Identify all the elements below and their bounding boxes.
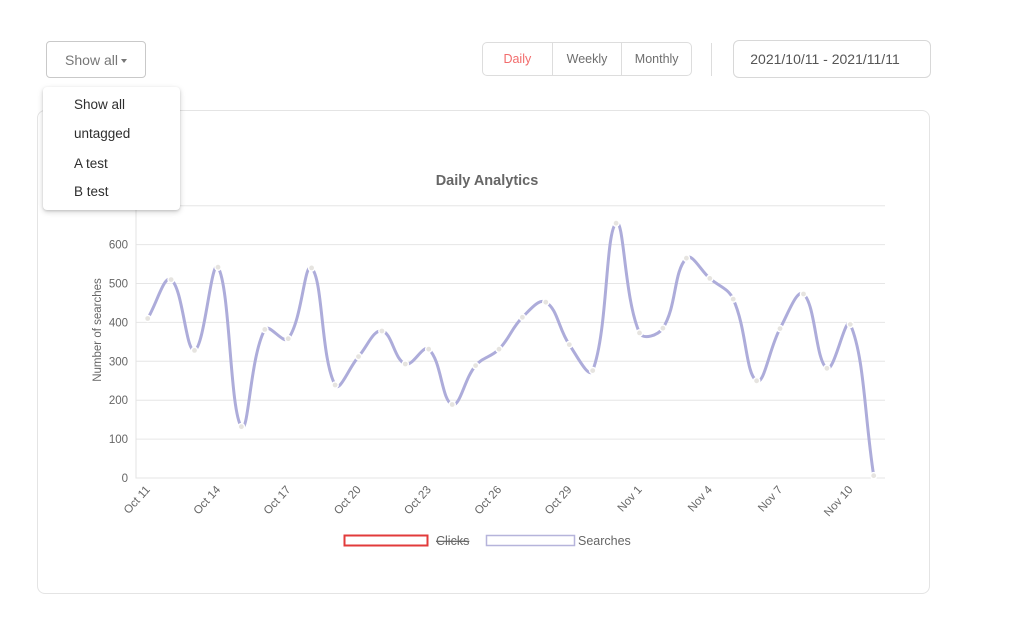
svg-text:Searches: Searches (578, 534, 631, 548)
svg-text:400: 400 (109, 317, 128, 329)
svg-text:600: 600 (109, 240, 128, 252)
svg-text:0: 0 (122, 473, 128, 485)
svg-text:Oct 14: Oct 14 (192, 484, 224, 518)
svg-text:500: 500 (109, 279, 128, 291)
svg-text:Oct 29: Oct 29 (543, 484, 575, 517)
svg-text:Nov 1: Nov 1 (616, 484, 645, 514)
svg-text:100: 100 (109, 434, 128, 446)
svg-text:Daily Analytics: Daily Analytics (436, 173, 539, 189)
svg-text:Oct 23: Oct 23 (402, 484, 434, 517)
svg-text:300: 300 (109, 356, 128, 368)
svg-text:200: 200 (109, 395, 128, 407)
svg-text:Oct 17: Oct 17 (262, 484, 294, 517)
svg-text:Nov 4: Nov 4 (686, 484, 715, 515)
svg-text:Oct 26: Oct 26 (473, 484, 505, 517)
svg-text:Nov 10: Nov 10 (822, 484, 855, 519)
svg-text:Number of searches: Number of searches (92, 278, 104, 382)
svg-text:Nov 7: Nov 7 (756, 484, 785, 514)
svg-text:Clicks: Clicks (436, 534, 469, 548)
svg-text:Oct 11: Oct 11 (122, 484, 153, 517)
svg-text:Oct 20: Oct 20 (332, 484, 364, 517)
